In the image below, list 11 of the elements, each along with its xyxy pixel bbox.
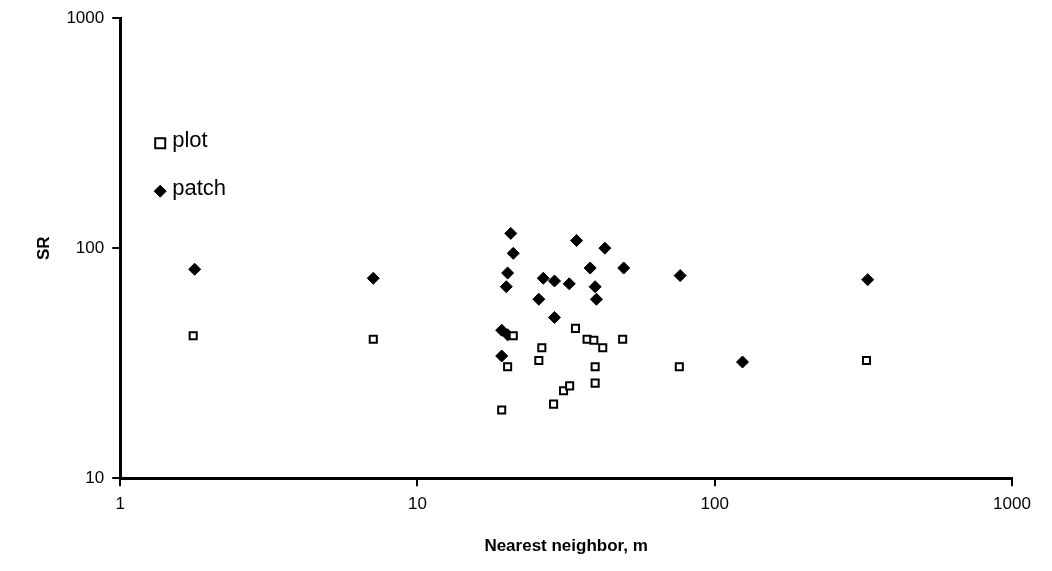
y-axis-title: SR (33, 236, 53, 261)
x-tick-label: 1000 (993, 494, 1031, 514)
legend-label: plot (172, 127, 208, 153)
x-tick-label: 100 (700, 494, 729, 514)
y-tick-label: 1000 (66, 7, 105, 27)
y-tick-label: 100 (75, 237, 105, 257)
x-axis-title: Nearest neighbor, m (484, 536, 648, 556)
y-tick-label: 10 (85, 467, 105, 487)
legend-label: patch (172, 175, 227, 201)
x-tick-label: 1 (115, 494, 125, 514)
x-tick-label: 10 (408, 494, 427, 514)
